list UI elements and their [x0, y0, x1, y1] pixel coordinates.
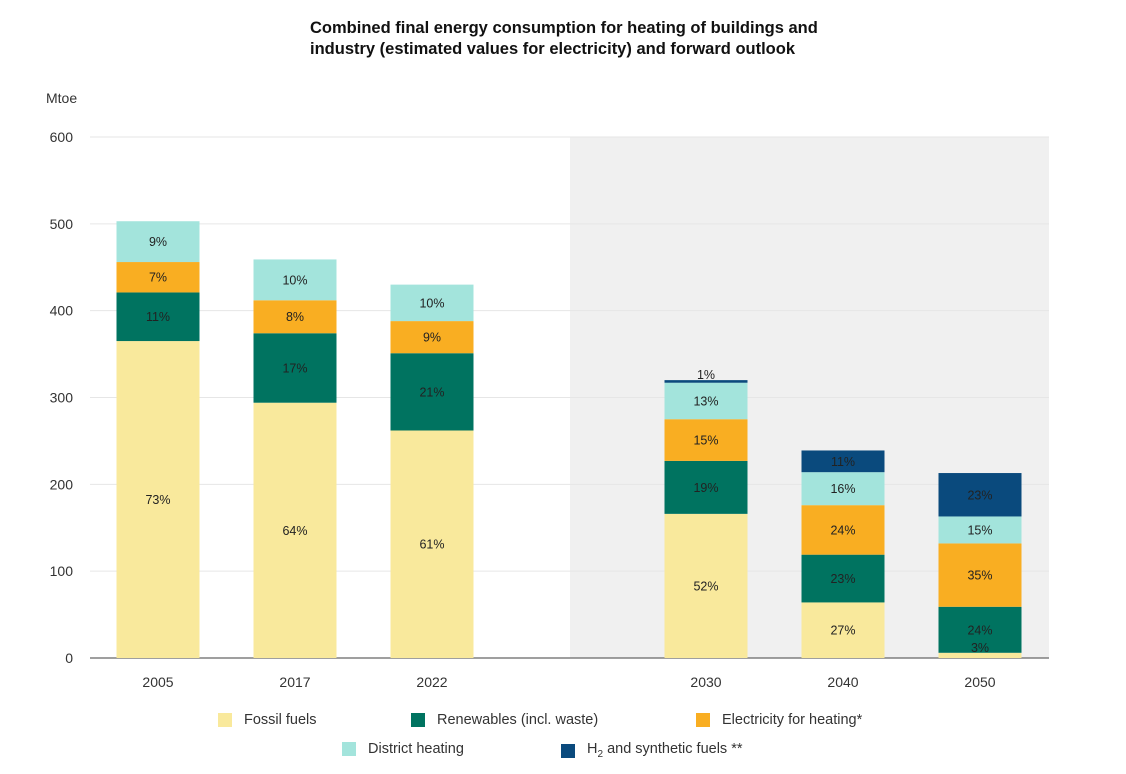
bar-segment — [664, 419, 748, 461]
segment-value-label: 8% — [286, 310, 304, 324]
segment-value-label: 1% — [697, 368, 715, 382]
y-tick-label: 500 — [50, 216, 74, 232]
bar-segment — [116, 341, 200, 658]
bar-segment — [253, 300, 337, 334]
segment-value-label: 11% — [146, 310, 170, 324]
segment-value-label: 10% — [419, 296, 444, 310]
bar-segment — [801, 554, 885, 603]
y-tick-label: 200 — [50, 476, 74, 492]
segment-value-label: 11% — [831, 455, 855, 469]
x-tick-label: 2005 — [142, 674, 173, 690]
y-tick-label: 400 — [50, 303, 74, 319]
bars — [116, 221, 1022, 658]
segment-value-label: 16% — [830, 482, 855, 496]
y-tick-label: 300 — [50, 390, 74, 406]
segment-value-label: 15% — [967, 523, 992, 537]
bar-segment — [938, 543, 1022, 607]
segment-value-label: 23% — [830, 572, 855, 586]
segment-value-label: 13% — [693, 394, 718, 408]
segment-value-label: 24% — [830, 523, 855, 537]
segment-value-label: 9% — [149, 235, 167, 249]
segment-value-label: 35% — [967, 569, 992, 583]
segment-value-label: 61% — [419, 538, 444, 552]
segment-value-label: 7% — [149, 271, 167, 285]
bar-segment — [938, 606, 1022, 653]
bar-segment — [938, 516, 1022, 544]
y-tick-label: 100 — [50, 563, 74, 579]
chart-title: Combined final energy consumption for he… — [310, 18, 870, 60]
bar-segment — [390, 284, 474, 322]
bar-segment — [253, 333, 337, 403]
x-tick-label: 2050 — [964, 674, 995, 690]
y-axis-ticks: 0 100 200 300 400 500 600 — [50, 129, 74, 666]
segment-value-label: 64% — [282, 524, 307, 538]
bar-segment — [801, 450, 885, 473]
chart-title-line-2: industry (estimated values for electrici… — [310, 40, 796, 58]
segment-labels: 73% 11% 7% 9% 64% 17% 8% 10% 61% 21% 9% 10% 52% 19% 15… — [145, 235, 992, 655]
y-tick-label: 0 — [65, 650, 73, 666]
bar-segment — [938, 473, 1022, 517]
segment-value-label: 24% — [967, 623, 992, 637]
gridlines — [90, 136, 1049, 659]
segment-value-label: 52% — [693, 579, 718, 593]
bar-segment — [390, 430, 474, 658]
bar-segment — [253, 259, 337, 301]
segment-value-label: 15% — [693, 434, 718, 448]
segment-value-label: 17% — [282, 361, 307, 375]
bar-segment — [664, 513, 748, 658]
x-tick-label: 2022 — [416, 674, 447, 690]
bar-segment — [253, 402, 337, 658]
bar-segment — [664, 382, 748, 420]
x-axis-ticks: 2005 2017 2022 2030 2040 2050 — [142, 674, 995, 690]
bar-segment — [116, 292, 200, 342]
segment-value-label: 73% — [145, 493, 170, 507]
x-tick-label: 2030 — [690, 674, 721, 690]
segment-value-label: 19% — [693, 481, 718, 495]
bar-segment — [664, 460, 748, 514]
bar-segment — [938, 652, 1022, 658]
bar-segment — [801, 505, 885, 555]
segment-value-label: 23% — [967, 488, 992, 502]
x-tick-label: 2017 — [279, 674, 310, 690]
y-axis-label: Mtoe — [46, 90, 77, 106]
segment-value-label: 9% — [423, 331, 441, 345]
y-tick-label: 600 — [50, 129, 74, 145]
chart-title-line-1: Combined final energy consumption for he… — [310, 19, 818, 37]
bar-segment — [801, 602, 885, 658]
segment-value-label: 27% — [830, 624, 855, 638]
segment-value-label: 21% — [419, 385, 444, 399]
bar-segment — [116, 262, 200, 293]
bar-segment — [390, 321, 474, 354]
bar-segment — [801, 472, 885, 506]
segment-value-label: 3% — [971, 641, 989, 655]
bar-segment — [116, 221, 200, 263]
bar-segment — [664, 380, 748, 383]
bar-segment — [390, 353, 474, 431]
segment-value-label: 10% — [282, 273, 307, 287]
x-tick-label: 2040 — [827, 674, 858, 690]
